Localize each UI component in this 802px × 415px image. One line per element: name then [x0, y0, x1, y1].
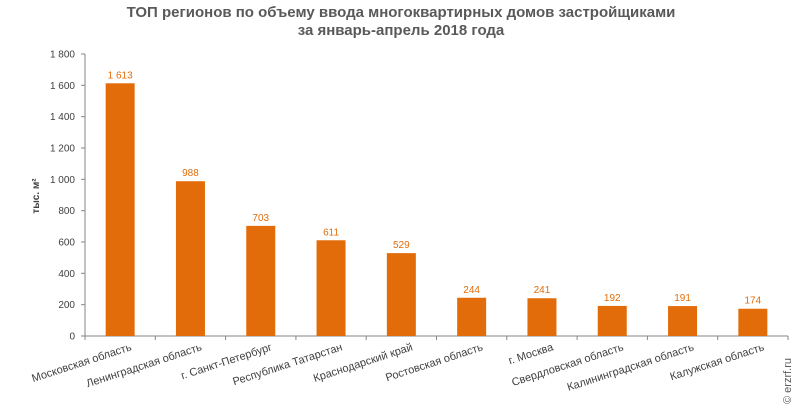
data-label: 1 613: [108, 70, 133, 81]
chart-title-line-1: ТОП регионов по объему ввода многокварти…: [126, 4, 676, 21]
data-label: 703: [252, 213, 269, 224]
bar: [527, 298, 557, 336]
y-tick-label: 600: [58, 238, 75, 249]
bar: [246, 225, 276, 336]
data-label: 988: [182, 168, 199, 179]
bar: [668, 306, 698, 336]
data-label: 192: [604, 293, 621, 304]
data-label: 174: [745, 296, 762, 307]
watermark: © erzrf.ru: [782, 358, 794, 404]
x-tick-label: Калининградская область: [566, 341, 696, 393]
bar: [105, 83, 135, 337]
chart-title-line-2: за январь-апрель 2018 года: [297, 22, 505, 39]
y-tick-label: 1 000: [50, 175, 75, 186]
y-tick-label: 1 400: [50, 112, 75, 123]
chart-title: ТОП регионов по объему ввода многокварти…: [0, 4, 802, 40]
bar: [386, 253, 416, 336]
x-tick-label: г. Москва: [507, 341, 556, 367]
data-label: 191: [674, 293, 691, 304]
y-tick-label: 0: [69, 332, 75, 343]
bar: [597, 305, 627, 336]
bar: [316, 240, 346, 336]
y-tick-label: 800: [58, 206, 75, 217]
data-label: 611: [323, 227, 339, 238]
y-tick-label: 200: [58, 300, 75, 311]
x-tick-label: Ленинградская область: [85, 341, 204, 390]
bar: [738, 308, 768, 336]
bar: [175, 181, 205, 336]
data-label: 244: [463, 285, 480, 296]
y-tick-label: 1 800: [50, 50, 75, 61]
data-label: 241: [534, 285, 551, 296]
y-tick-label: 400: [58, 269, 75, 280]
bar: [457, 297, 487, 336]
data-label: 529: [393, 240, 410, 251]
y-tick-label: 1 600: [50, 81, 75, 92]
y-tick-label: 1 200: [50, 144, 75, 155]
